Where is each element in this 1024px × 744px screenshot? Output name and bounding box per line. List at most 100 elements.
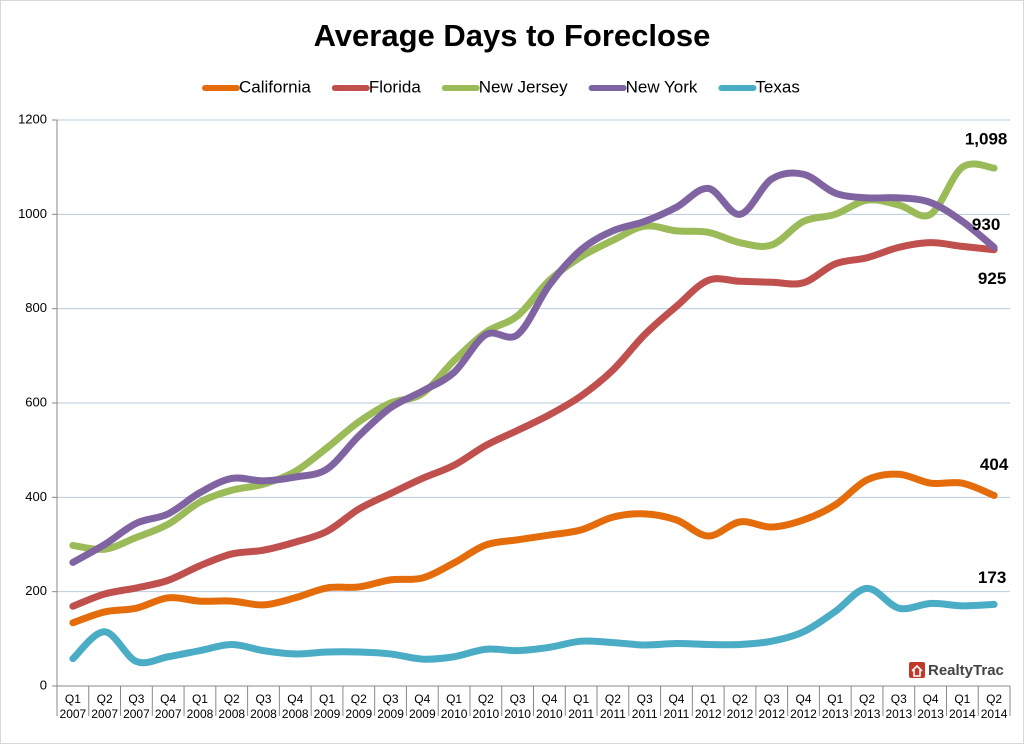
x-tick-label-line: Q4: [796, 692, 812, 706]
x-tick-label-line: 2008: [187, 707, 214, 721]
x-tick-label: Q4 2008: [282, 692, 309, 721]
x-tick-label-line: 2007: [60, 707, 87, 721]
x-tick-label-line: 2007: [91, 707, 118, 721]
x-tick-label-line: Q2: [351, 692, 367, 706]
x-tick-label-line: Q1: [700, 692, 716, 706]
x-tick-label-line: Q1: [573, 692, 589, 706]
data-label: 930: [972, 215, 1000, 234]
x-tick-label-line: Q3: [637, 692, 653, 706]
x-tick-label-line: 2007: [123, 707, 150, 721]
x-tick-label-line: 2011: [600, 707, 626, 721]
x-tick-label: Q4 2009: [409, 692, 436, 721]
x-tick-label: Q1 2010: [441, 692, 468, 721]
x-tick-label-line: 2010: [472, 707, 499, 721]
x-tick-label-line: 2009: [377, 707, 404, 721]
x-tick-label: Q1 2014: [949, 692, 976, 721]
x-tick-label: Q4 2007: [155, 692, 182, 721]
x-tick-label: Q1 2012: [695, 692, 722, 721]
x-tick-label: Q1 2009: [314, 692, 341, 721]
x-tick-label-line: Q4: [287, 692, 303, 706]
x-tick-label-line: 2008: [282, 707, 309, 721]
x-tick-label-line: 2011: [664, 707, 690, 721]
x-tick-label-line: Q2: [605, 692, 621, 706]
x-tick-label-line: Q1: [446, 692, 462, 706]
x-tick-label-line: 2009: [409, 707, 436, 721]
x-tick-label: Q3 2011: [632, 692, 658, 721]
x-tick-label-line: Q3: [255, 692, 271, 706]
legend-label: Texas: [755, 77, 799, 96]
x-tick-label-line: 2008: [218, 707, 245, 721]
x-tick-label: Q2 2010: [472, 692, 499, 721]
x-tick-label-line: 2012: [790, 707, 817, 721]
x-tick-label: Q1 2013: [822, 692, 849, 721]
x-tick-label-line: 2010: [441, 707, 468, 721]
x-tick-label-line: 2011: [632, 707, 658, 721]
x-tick-label: Q2 2013: [854, 692, 881, 721]
x-tick-label-line: Q3: [383, 692, 399, 706]
legend-label: New Jersey: [479, 77, 568, 96]
y-tick-label: 200: [25, 583, 47, 598]
x-tick-label: Q4 2012: [790, 692, 817, 721]
x-tick-label-line: 2014: [981, 707, 1008, 721]
x-tick-label-line: 2011: [568, 707, 594, 721]
x-tick-label-line: 2013: [822, 707, 849, 721]
x-tick-label: Q4 2013: [917, 692, 944, 721]
x-tick-label-line: 2010: [536, 707, 563, 721]
logo-house: [911, 664, 923, 677]
x-tick-label-line: 2012: [727, 707, 754, 721]
x-tick-label: Q4 2011: [664, 692, 690, 721]
x-tick-label-line: Q1: [192, 692, 208, 706]
x-tick-label-line: Q3: [510, 692, 526, 706]
x-tick-label: Q4 2010: [536, 692, 563, 721]
x-tick-label: Q1 2008: [187, 692, 214, 721]
chart-title: Average Days to Foreclose: [314, 18, 711, 53]
x-tick-label-line: 2013: [885, 707, 912, 721]
x-tick-label: Q3 2009: [377, 692, 404, 721]
x-tick-label-line: Q3: [764, 692, 780, 706]
legend-label: California: [239, 77, 311, 96]
y-tick-label: 400: [25, 489, 47, 504]
x-tick-label: Q1 2011: [568, 692, 594, 721]
logo-text: RealtyTrac: [928, 662, 1004, 679]
series-line: [69, 160, 998, 553]
x-tick-label: Q2 2009: [345, 692, 372, 721]
data-label: 173: [978, 568, 1006, 587]
x-tick-label-line: Q1: [319, 692, 335, 706]
x-tick-label-line: 2012: [758, 707, 785, 721]
x-tick-label: Q2 2011: [600, 692, 626, 721]
x-tick-label-line: Q2: [478, 692, 494, 706]
data-label: 925: [978, 269, 1006, 288]
y-tick-label: 1000: [18, 206, 47, 221]
x-tick-label: Q2 2007: [91, 692, 118, 721]
x-tick-label-line: 2007: [155, 707, 182, 721]
x-tick-label-line: Q2: [859, 692, 875, 706]
x-tick-label: Q2 2012: [727, 692, 754, 721]
x-tick-label: Q3 2013: [885, 692, 912, 721]
x-tick-label-line: Q3: [128, 692, 144, 706]
x-tick-label-line: 2009: [345, 707, 372, 721]
series-line: [69, 470, 998, 627]
x-tick-label-line: Q3: [891, 692, 907, 706]
x-tick-label-line: Q2: [97, 692, 113, 706]
x-tick-label-line: 2009: [314, 707, 341, 721]
series-line: [69, 169, 998, 566]
x-tick-label: Q2 2014: [981, 692, 1008, 721]
series-line: [69, 584, 998, 667]
x-tick-label-line: Q4: [160, 692, 176, 706]
x-tick-label-line: Q2: [224, 692, 240, 706]
legend-label: New York: [626, 77, 698, 96]
data-label: 1,098: [965, 130, 1008, 149]
y-tick-label: 1200: [18, 111, 47, 126]
logo: RealtyTrac: [909, 662, 1004, 679]
data-label: 404: [980, 455, 1009, 474]
x-tick-label-line: Q1: [65, 692, 81, 706]
x-tick-label-line: Q1: [954, 692, 970, 706]
x-tick-label-line: 2013: [854, 707, 881, 721]
x-tick-label: Q1 2007: [60, 692, 87, 721]
x-tick-label: Q2 2008: [218, 692, 245, 721]
x-tick-label-line: 2008: [250, 707, 277, 721]
legend-label: Florida: [369, 77, 422, 96]
y-tick-label: 600: [25, 394, 47, 409]
